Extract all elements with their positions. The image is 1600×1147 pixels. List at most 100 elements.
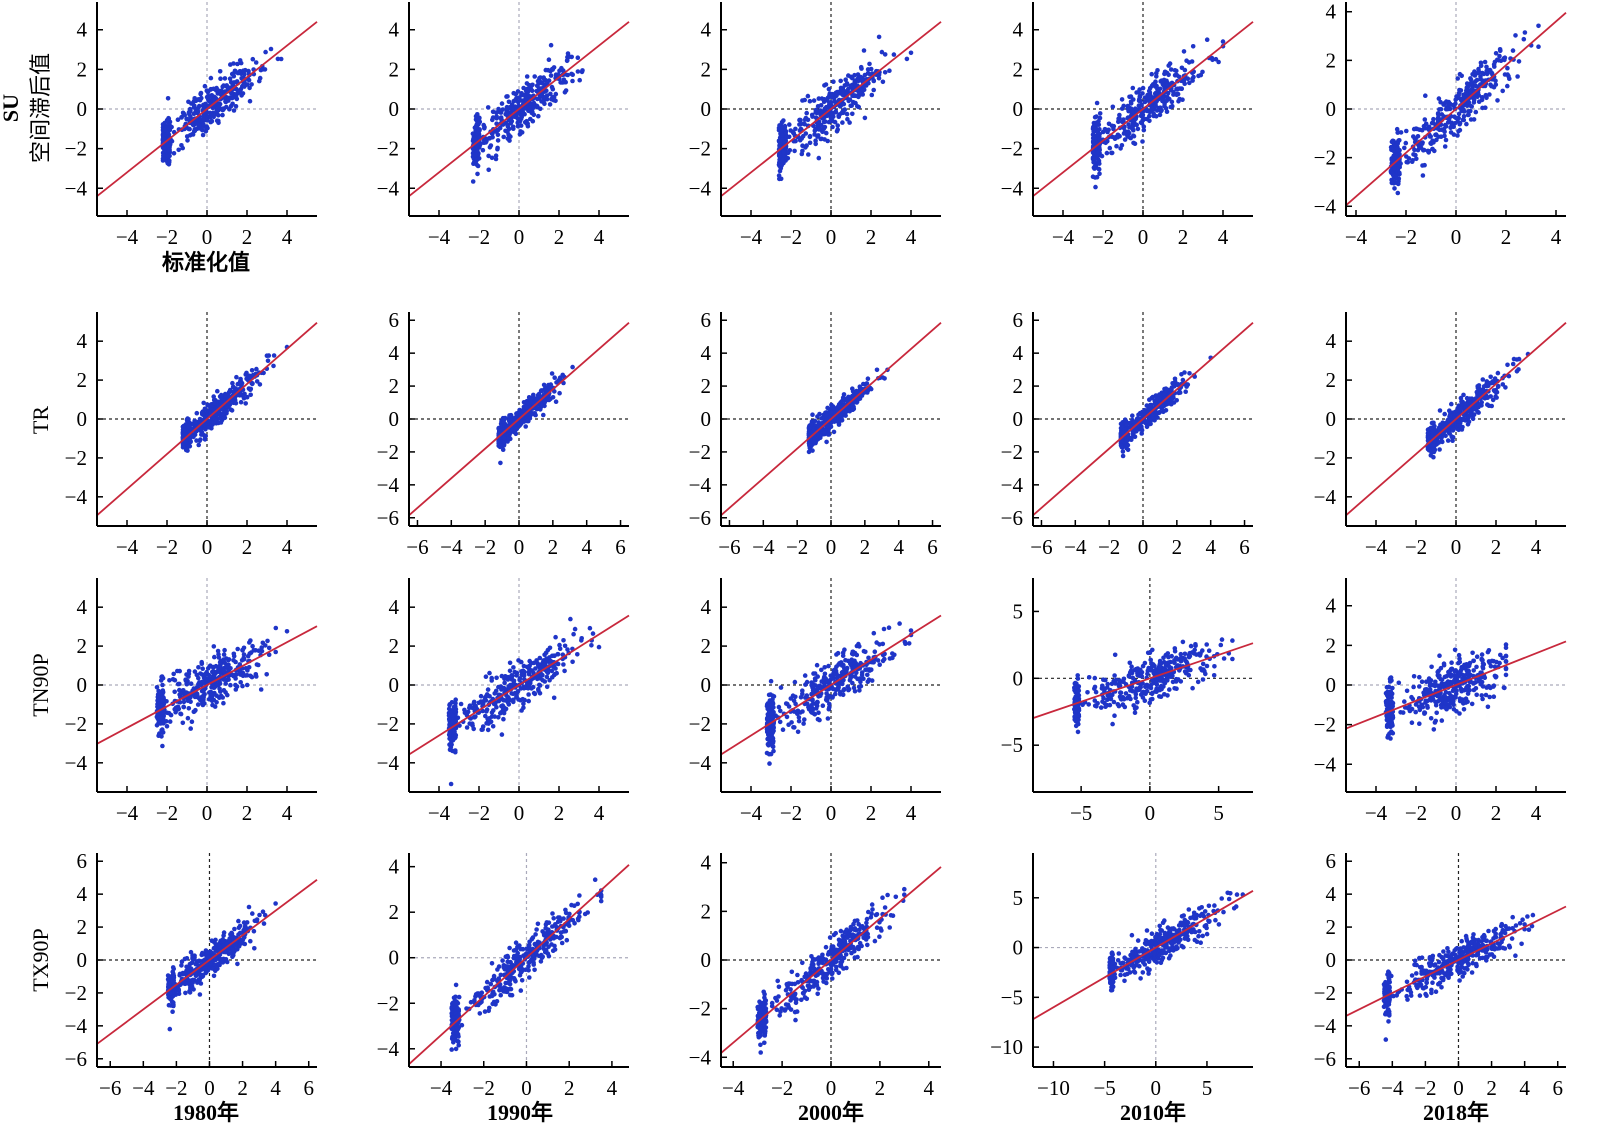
data-point xyxy=(1456,92,1461,98)
data-point xyxy=(221,700,226,706)
y-tick-label: 2 xyxy=(1013,57,1024,81)
x-tick-label: 4 xyxy=(906,225,917,249)
data-point xyxy=(1491,62,1497,67)
data-point xyxy=(1170,381,1175,386)
data-point xyxy=(1139,431,1144,436)
data-point xyxy=(841,392,847,397)
data-point xyxy=(271,353,277,358)
data-point xyxy=(1091,165,1097,170)
data-point xyxy=(552,375,557,381)
data-point xyxy=(858,74,863,80)
data-point xyxy=(268,46,274,52)
data-point xyxy=(524,81,530,86)
data-point xyxy=(838,78,843,84)
data-point xyxy=(507,138,512,143)
data-point xyxy=(1153,102,1158,108)
data-point xyxy=(1430,120,1436,125)
x-tick-label: −2 xyxy=(1395,225,1417,249)
data-point xyxy=(1138,98,1143,104)
data-point xyxy=(1468,413,1473,418)
data-point xyxy=(1448,125,1453,131)
data-point xyxy=(1395,190,1401,196)
data-point xyxy=(807,133,813,139)
y-tick-label: 0 xyxy=(1013,407,1024,431)
data-point xyxy=(831,429,837,435)
data-point xyxy=(535,96,540,102)
data-point xyxy=(536,113,541,119)
data-point xyxy=(498,115,504,120)
data-point xyxy=(216,104,222,110)
data-point xyxy=(1093,126,1098,131)
data-point xyxy=(798,117,803,123)
data-point xyxy=(547,102,553,107)
data-point xyxy=(1099,153,1105,159)
data-point xyxy=(800,148,805,154)
data-point xyxy=(1426,150,1431,155)
data-point xyxy=(516,95,522,100)
x-tick-label: −2 xyxy=(1092,225,1114,249)
data-point xyxy=(209,118,215,124)
data-point xyxy=(197,103,202,109)
data-point xyxy=(1448,130,1454,135)
data-point xyxy=(1437,408,1443,413)
data-point xyxy=(217,69,223,74)
row-label-su: SU xyxy=(0,94,23,122)
data-point xyxy=(234,374,239,380)
y-tick-label: −4 xyxy=(65,176,88,200)
data-point xyxy=(1187,371,1192,376)
data-point xyxy=(192,128,198,133)
data-point xyxy=(181,427,187,433)
data-point xyxy=(1404,159,1409,165)
data-point xyxy=(248,392,253,398)
data-point xyxy=(167,147,172,153)
data-point xyxy=(1423,121,1429,127)
data-point xyxy=(1437,447,1442,452)
data-point xyxy=(1090,138,1096,144)
data-point xyxy=(550,67,555,72)
data-point xyxy=(1092,156,1098,161)
data-point xyxy=(813,107,819,113)
data-point xyxy=(1472,69,1477,74)
data-point xyxy=(548,73,554,78)
data-point xyxy=(164,117,170,123)
data-point xyxy=(1147,93,1152,99)
data-point xyxy=(1484,68,1489,74)
data-point xyxy=(220,112,225,118)
data-point xyxy=(557,390,562,396)
y-tick-label: −2 xyxy=(1001,137,1023,161)
x-tick-label: 0 xyxy=(1451,225,1462,249)
data-point xyxy=(249,82,254,87)
data-point xyxy=(848,83,854,88)
data-point xyxy=(543,67,549,73)
data-point xyxy=(175,117,181,122)
data-point xyxy=(237,88,242,93)
data-point xyxy=(273,649,279,655)
data-point xyxy=(250,56,256,62)
data-point xyxy=(876,34,882,40)
data-point xyxy=(495,127,501,133)
data-point xyxy=(532,74,537,79)
y-tick-label: −6 xyxy=(1001,506,1023,530)
data-point xyxy=(524,74,530,79)
data-point xyxy=(778,162,784,167)
data-point xyxy=(840,90,845,96)
data-point xyxy=(559,65,564,71)
x-tick-label: 4 xyxy=(1551,225,1562,249)
data-point xyxy=(829,405,835,410)
data-point xyxy=(193,420,198,426)
data-point xyxy=(513,426,518,432)
data-point xyxy=(244,682,250,688)
data-point xyxy=(223,393,229,398)
data-point xyxy=(189,719,195,724)
data-point xyxy=(807,98,813,104)
data-point xyxy=(1389,139,1395,145)
data-point xyxy=(533,412,538,418)
data-point xyxy=(198,90,204,96)
data-point xyxy=(1092,175,1098,180)
data-point xyxy=(565,51,571,56)
data-point xyxy=(840,120,845,125)
y-tick-label: 4 xyxy=(701,18,712,42)
data-point xyxy=(1114,143,1119,149)
data-point xyxy=(816,96,822,101)
